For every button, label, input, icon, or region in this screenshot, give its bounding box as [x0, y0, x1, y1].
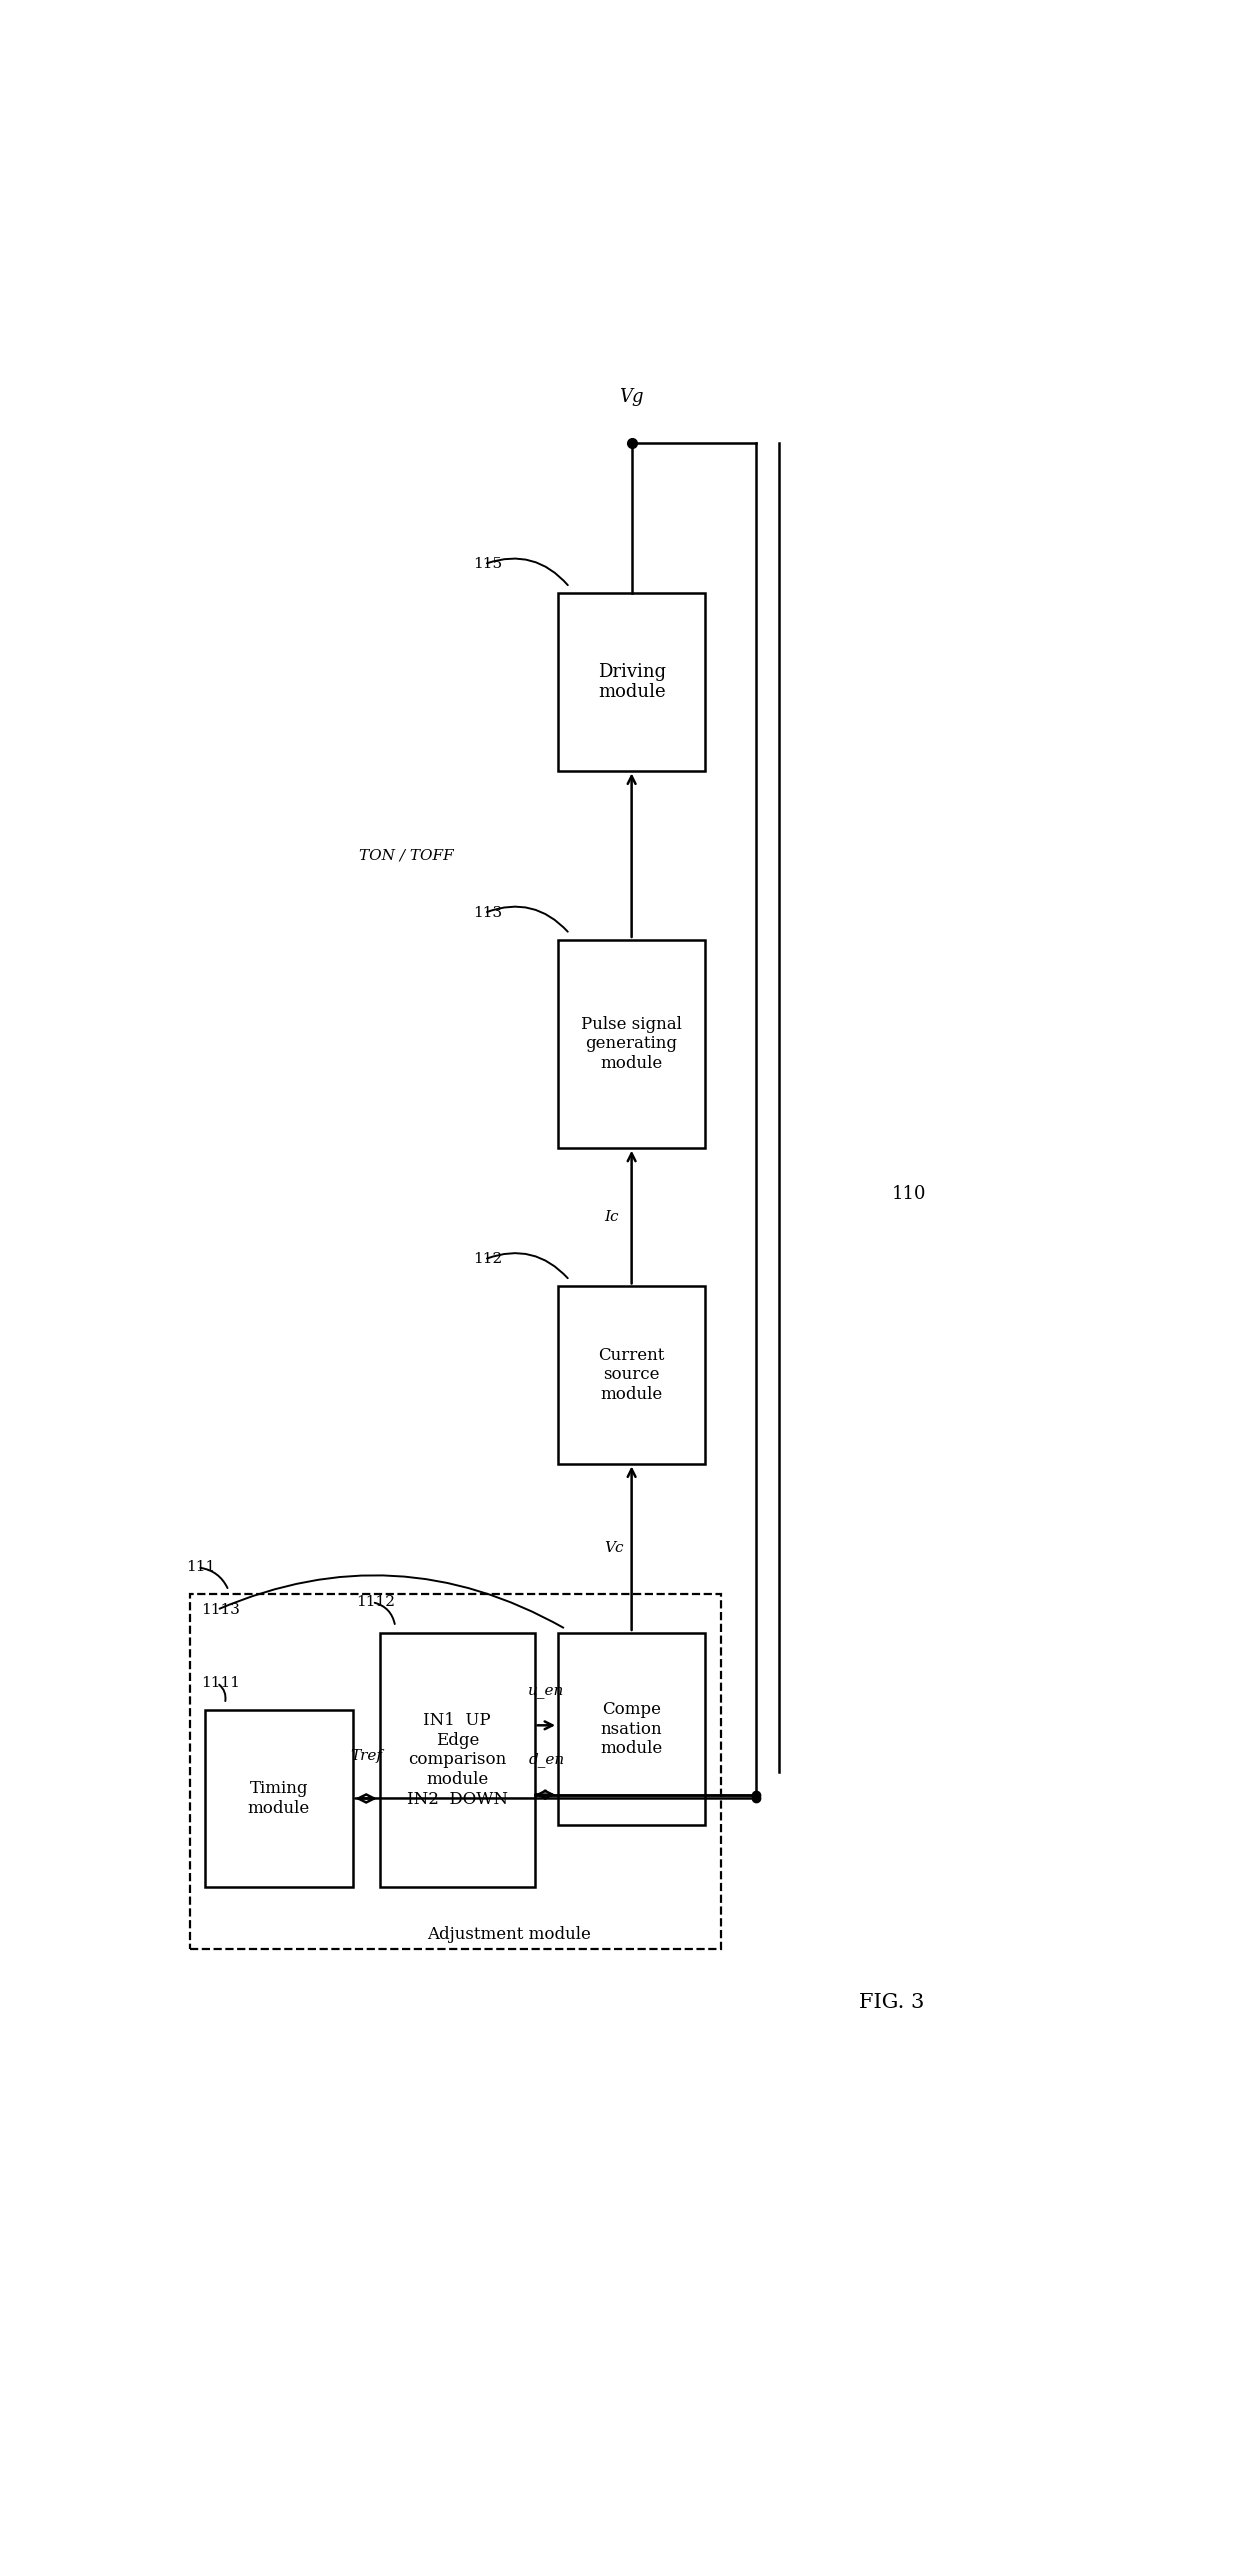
- Bar: [206, 1710, 352, 1887]
- Text: 115: 115: [472, 558, 502, 571]
- Text: Vg: Vg: [619, 388, 644, 406]
- Text: u_en: u_en: [528, 1684, 564, 1697]
- Bar: [558, 1633, 706, 1825]
- Text: 110: 110: [892, 1185, 926, 1203]
- Text: IN1  UP
Edge
comparison
module
IN2  DOWN: IN1 UP Edge comparison module IN2 DOWN: [407, 1712, 507, 1807]
- Text: Compe
nsation
module: Compe nsation module: [600, 1702, 662, 1756]
- Text: 112: 112: [472, 1252, 502, 1268]
- Text: Adjustment module: Adjustment module: [428, 1926, 591, 1944]
- Bar: [190, 1594, 720, 1949]
- Text: 1112: 1112: [357, 1594, 396, 1609]
- Bar: [558, 594, 706, 771]
- Text: Vc: Vc: [605, 1540, 624, 1555]
- Bar: [379, 1633, 534, 1887]
- Text: Pulse signal
generating
module: Pulse signal generating module: [582, 1016, 682, 1072]
- Text: 1111: 1111: [201, 1676, 241, 1689]
- Text: Tref: Tref: [350, 1748, 382, 1764]
- Text: 111: 111: [186, 1561, 216, 1573]
- Text: Ic: Ic: [605, 1211, 619, 1224]
- Text: FIG. 3: FIG. 3: [858, 1993, 924, 2013]
- Text: TON / TOFF: TON / TOFF: [358, 848, 454, 861]
- Text: 1113: 1113: [201, 1602, 241, 1617]
- Text: Driving
module: Driving module: [598, 663, 666, 702]
- Bar: [558, 941, 706, 1147]
- Text: 113: 113: [472, 905, 502, 920]
- Text: d_en: d_en: [528, 1753, 564, 1766]
- Text: Timing
module: Timing module: [248, 1779, 310, 1818]
- Bar: [558, 1286, 706, 1463]
- Text: Current
source
module: Current source module: [599, 1347, 665, 1404]
